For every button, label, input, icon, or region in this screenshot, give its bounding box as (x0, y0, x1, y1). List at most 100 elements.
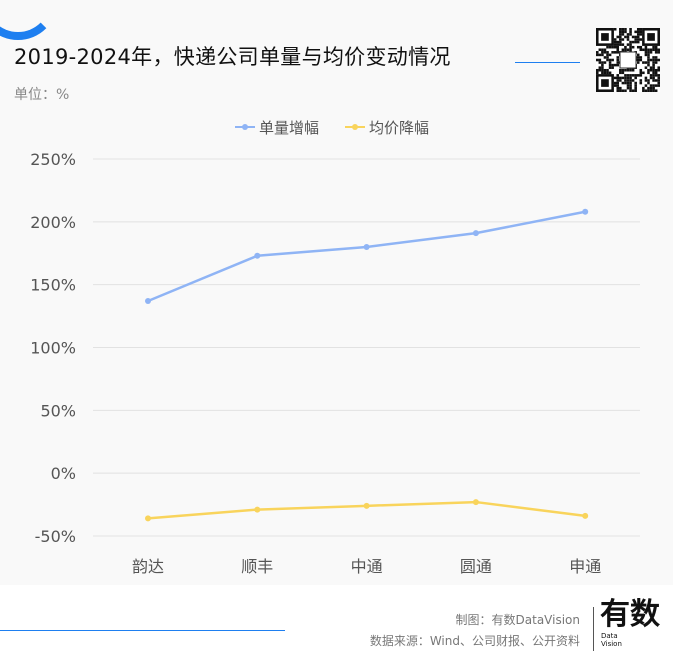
qr-module (636, 40, 640, 44)
qr-module (657, 81, 660, 85)
qr-module (649, 76, 653, 80)
qr-module (613, 84, 617, 87)
qr-module (629, 28, 632, 31)
qr-module (636, 53, 640, 57)
qr-module (626, 84, 630, 87)
qr-module (631, 79, 635, 82)
qr-module (652, 63, 655, 67)
qr-finder (642, 28, 660, 46)
y-tick-label: 250% (30, 150, 76, 169)
qr-module (631, 74, 635, 77)
qr-module (639, 33, 643, 36)
qr-module (639, 68, 643, 72)
qr-module (644, 48, 648, 52)
data-point (363, 243, 370, 250)
qr-module (639, 71, 643, 75)
qr-module (619, 89, 622, 92)
qr-module (619, 28, 622, 31)
qr-module (606, 51, 609, 54)
y-tick-label: 200% (30, 213, 76, 232)
qr-module (596, 71, 599, 75)
qr-module (619, 86, 622, 90)
qr-module (649, 68, 653, 72)
qr-module (626, 74, 630, 77)
qr-module (629, 45, 632, 49)
qr-module (629, 76, 632, 80)
qr-module (624, 28, 627, 31)
qr-module (601, 66, 604, 69)
data-point (472, 230, 479, 237)
qr-module (647, 61, 650, 64)
qr-module (644, 79, 648, 82)
qr-module (616, 58, 620, 62)
qr-module (629, 84, 632, 87)
qr-module (624, 30, 627, 34)
qr-module (611, 58, 614, 62)
x-tick-label: 韵达 (132, 557, 164, 576)
qr-module (624, 45, 627, 49)
qr-module (636, 35, 640, 39)
qr-module (629, 30, 632, 34)
qr-module (616, 86, 620, 90)
qr-module (657, 51, 660, 54)
qr-module (616, 76, 620, 80)
qr-module (634, 74, 637, 77)
qr-module (624, 68, 627, 72)
qr-module (629, 89, 632, 92)
qr-module (636, 58, 640, 62)
y-tick-label: 0% (51, 464, 76, 483)
qr-module (616, 74, 620, 77)
qr-module (626, 81, 630, 85)
qr-module (611, 66, 614, 69)
qr-module (644, 51, 648, 54)
footer-divider (0, 630, 285, 631)
qr-module (603, 56, 607, 59)
qr-module (647, 68, 650, 72)
qr-module (644, 89, 648, 92)
qr-module (616, 84, 620, 87)
qr-module (621, 43, 625, 46)
qr-module (616, 45, 620, 49)
qr-module (619, 40, 622, 44)
qr-module (621, 68, 625, 72)
qr-module (636, 30, 640, 34)
qr-module (613, 51, 617, 54)
qr-module (644, 53, 648, 57)
qr-module (619, 68, 622, 72)
y-tick-label: 150% (30, 276, 76, 295)
qr-module (603, 68, 607, 72)
qr-module (654, 79, 658, 82)
qr-module (649, 51, 653, 54)
qr-module (601, 53, 604, 57)
qr-module (626, 86, 630, 90)
qr-module (652, 45, 655, 49)
qr-module (608, 61, 612, 64)
title-divider (515, 62, 580, 63)
qr-module (636, 38, 640, 41)
qr-module (629, 74, 632, 77)
qr-module (647, 89, 650, 92)
qr-module (644, 61, 648, 64)
qr-module (639, 45, 643, 49)
logo-separator (593, 607, 594, 651)
qr-module (657, 76, 660, 80)
qr-module (608, 63, 612, 67)
qr-module (598, 48, 602, 52)
qr-module (624, 89, 627, 92)
qr-module (652, 58, 655, 62)
qr-module (626, 68, 630, 72)
qr-module (596, 58, 599, 62)
qr-module (613, 38, 617, 41)
qr-module (624, 79, 627, 82)
qr-module (634, 86, 637, 90)
qr-module (639, 74, 643, 77)
qr-module (613, 28, 617, 31)
qr-module (629, 81, 632, 85)
qr-module (631, 40, 635, 44)
qr-module (598, 53, 602, 57)
x-tick-label: 圆通 (460, 557, 492, 576)
qr-module (647, 79, 650, 82)
qr-module (611, 63, 614, 67)
chart-title: 2019-2024年，快递公司单量与均价变动情况 (14, 45, 451, 69)
qr-module (598, 66, 602, 69)
